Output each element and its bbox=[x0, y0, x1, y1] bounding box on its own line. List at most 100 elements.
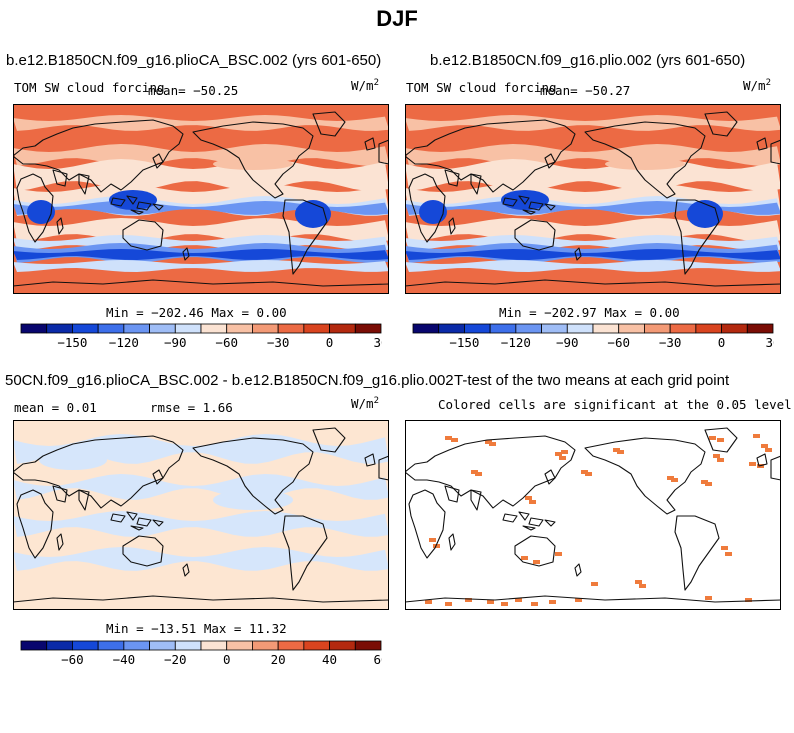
significant-cell bbox=[713, 454, 720, 458]
map-frame bbox=[13, 420, 389, 610]
colorbar-forcing-swatch bbox=[669, 323, 697, 334]
coastline-segment bbox=[756, 137, 781, 165]
significant-cell bbox=[705, 596, 712, 600]
colorbar-difference-tick-label: −60 bbox=[61, 652, 84, 666]
map-bottom-right bbox=[405, 420, 781, 610]
significant-cell bbox=[487, 600, 494, 604]
colorbar-difference-swatch bbox=[303, 640, 330, 651]
significant-cell bbox=[525, 496, 532, 500]
colorbar-difference-swatch bbox=[329, 640, 356, 651]
forcing-band-north bbox=[13, 115, 389, 131]
coastline-segment bbox=[704, 111, 738, 137]
coastline-segment bbox=[405, 435, 576, 509]
coastline-segment bbox=[16, 489, 54, 559]
coastline-segment bbox=[122, 219, 164, 251]
coastline-segment bbox=[13, 435, 184, 509]
significant-cell bbox=[549, 600, 556, 604]
colorbar-difference-tick-label: 0 bbox=[223, 652, 231, 666]
coastline-segment bbox=[514, 535, 556, 567]
colorbar-forcing-tick-label: −120 bbox=[501, 335, 531, 349]
panel-title-top-right: b.e12.B1850CN.f09_g16.plio.002 (yrs 601-… bbox=[430, 52, 746, 69]
significant-cell bbox=[717, 438, 724, 442]
significant-cell bbox=[635, 580, 642, 584]
coastline-segment bbox=[312, 427, 346, 453]
diff-band-south bbox=[13, 547, 389, 571]
colorbar-forcing-tick-label: 0 bbox=[718, 335, 726, 349]
colorbar-forcing-swatch bbox=[541, 323, 568, 334]
significant-cell bbox=[485, 440, 492, 444]
colorbar-forcing-swatch bbox=[72, 323, 99, 334]
map-top-right bbox=[405, 104, 781, 294]
coastline-segment bbox=[674, 199, 720, 275]
significant-cell bbox=[433, 544, 440, 548]
significant-cell bbox=[639, 584, 646, 588]
colorbar-forcing-swatch bbox=[354, 323, 382, 334]
coastline-segment bbox=[364, 453, 389, 481]
colorbar-forcing-swatch bbox=[252, 323, 279, 334]
coastline-segment bbox=[152, 469, 164, 485]
diff-blob-asia bbox=[39, 450, 107, 470]
coastline-segment bbox=[756, 453, 781, 481]
coastline-segment bbox=[122, 535, 164, 567]
colorbar-forcing-swatch bbox=[97, 323, 125, 334]
rmse-label-bottom-left: rmse = 1.66 bbox=[150, 400, 233, 415]
coastline-segment bbox=[574, 563, 582, 577]
colorbar-forcing-swatch bbox=[489, 323, 517, 334]
significant-cell bbox=[555, 552, 562, 556]
map-frame bbox=[405, 104, 781, 294]
coastline-segment bbox=[674, 515, 720, 591]
colorbar-difference-tick-label: −20 bbox=[164, 652, 187, 666]
significant-cell bbox=[585, 472, 592, 476]
diff-band-tropics bbox=[13, 511, 389, 537]
coastline-segment bbox=[502, 195, 556, 215]
forcing-band-tropic-pale bbox=[13, 159, 389, 191]
coastline-segment bbox=[405, 279, 781, 287]
colorbar-forcing-tick-label: 30 bbox=[373, 335, 382, 349]
colorbar-forcing-swatch bbox=[174, 323, 202, 334]
colorbar-forcing-tick-label: −60 bbox=[215, 335, 238, 349]
significant-cell bbox=[555, 452, 562, 456]
units-label-bottom-left: W/m2 bbox=[351, 396, 379, 412]
coastline-segment bbox=[312, 111, 346, 137]
coastline-segment bbox=[56, 533, 64, 551]
coastline-segment bbox=[408, 489, 446, 559]
colorbar-difference-swatch bbox=[20, 640, 48, 651]
forcing-africa-blob bbox=[419, 200, 447, 224]
coastlines bbox=[405, 111, 781, 287]
coastlines bbox=[405, 427, 781, 603]
significant-cell bbox=[531, 602, 538, 606]
colorbar-difference-tick-label: 40 bbox=[322, 652, 337, 666]
coastline-segment bbox=[282, 199, 328, 275]
significant-cell bbox=[667, 476, 674, 480]
colorbar-forcing-swatch bbox=[149, 323, 176, 334]
significant-cell bbox=[575, 598, 582, 602]
coastline-segment bbox=[13, 279, 389, 287]
minmax-label-top-right: Min = −202.97 Max = 0.00 bbox=[499, 305, 680, 320]
coastline-segment bbox=[448, 217, 456, 235]
significant-cell bbox=[581, 470, 588, 474]
map-top-left bbox=[13, 104, 389, 294]
significant-cell bbox=[613, 448, 620, 452]
coastline-segment bbox=[408, 173, 446, 243]
coastline-segment bbox=[110, 195, 164, 215]
coastline-segment bbox=[52, 169, 90, 195]
forcing-pacific-cloud bbox=[605, 158, 685, 170]
colorbar-difference-swatch bbox=[200, 640, 228, 651]
colorbar-difference-swatch bbox=[354, 640, 382, 651]
forcing-warmpool-blob bbox=[501, 190, 549, 210]
significant-cell bbox=[701, 480, 708, 484]
coastline-segment bbox=[444, 169, 482, 195]
map-frame bbox=[405, 420, 781, 610]
coastline-segment bbox=[56, 217, 64, 235]
colorbar-forcing-swatch bbox=[644, 323, 671, 334]
map-frame bbox=[13, 104, 389, 294]
units-label-top-left: W/m2 bbox=[351, 78, 379, 94]
colorbar-difference-tick-label: 60 bbox=[373, 652, 382, 666]
map-background bbox=[405, 420, 781, 610]
colorbar-forcing-swatch bbox=[303, 323, 330, 334]
significant-cell bbox=[489, 442, 496, 446]
significant-cell bbox=[501, 602, 508, 606]
colorbar-forcing-tick-label: 30 bbox=[765, 335, 774, 349]
coastline-segment bbox=[16, 173, 54, 243]
forcing-band-south-polar bbox=[405, 260, 781, 272]
